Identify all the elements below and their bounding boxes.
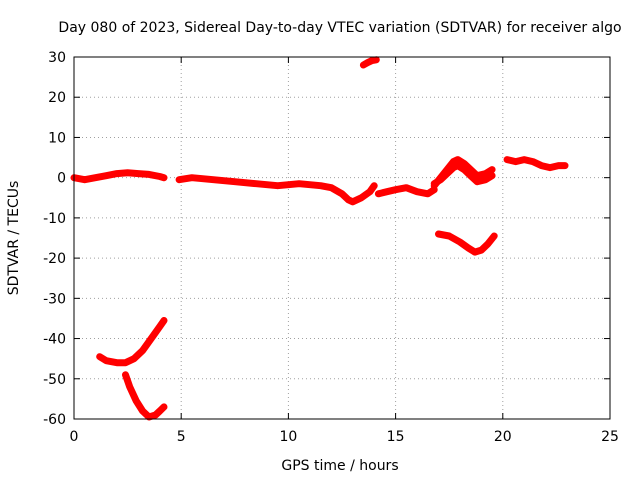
series-line-s8 <box>430 162 496 188</box>
y-tick-label: -50 <box>43 372 66 388</box>
y-tick-label: -20 <box>43 251 66 267</box>
series-line-s5 <box>359 56 380 69</box>
data-series <box>70 56 569 421</box>
y-axis-label: SDTVAR / TECUs <box>6 181 22 296</box>
chart-title: Day 080 of 2023, Sidereal Day-to-day VTE… <box>58 20 621 36</box>
y-tick-label: 30 <box>48 50 66 66</box>
series-line-s6 <box>374 184 438 198</box>
x-tick-label: 10 <box>279 429 297 445</box>
x-tick-label: 25 <box>601 429 619 445</box>
y-tick-label: -30 <box>43 291 66 307</box>
x-tick-label: 20 <box>494 429 512 445</box>
x-tick-label: 0 <box>70 429 79 445</box>
series-line-s1 <box>70 169 168 184</box>
y-tick-label: -60 <box>43 412 66 428</box>
series-line-s3 <box>122 371 168 421</box>
x-axis-label: GPS time / hours <box>281 458 398 474</box>
x-tick-label: 5 <box>177 429 186 445</box>
series-line-s10 <box>503 156 569 172</box>
y-tick-label: -40 <box>43 332 66 348</box>
grid <box>74 57 610 419</box>
y-tick-label: -10 <box>43 211 66 227</box>
y-tick-label: 20 <box>48 90 66 106</box>
series-line-s9 <box>435 230 498 256</box>
y-tick-label: 10 <box>48 130 66 146</box>
y-tick-label: 0 <box>57 171 66 187</box>
series-line-s4 <box>175 174 378 206</box>
plot-frame <box>73 56 611 420</box>
x-tick-label: 15 <box>387 429 405 445</box>
series-line-s2 <box>96 317 168 367</box>
